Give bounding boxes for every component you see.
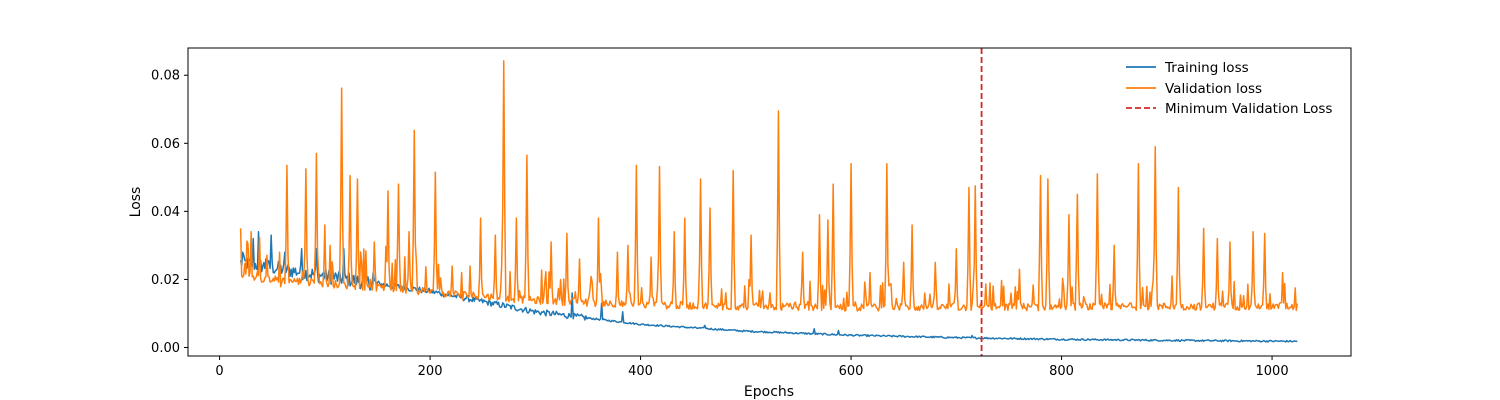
plot-frame bbox=[187, 47, 1352, 357]
x-tick-label: 600 bbox=[839, 364, 864, 379]
y-tick-label: 0.04 bbox=[151, 205, 180, 220]
x-tick-label: 800 bbox=[1049, 364, 1074, 379]
x-tick-label: 0 bbox=[215, 364, 223, 379]
x-tick-label: 1000 bbox=[1256, 364, 1289, 379]
y-axis-label: Loss bbox=[128, 187, 144, 218]
legend: Training loss Validation loss Minimum Va… bbox=[1126, 60, 1332, 117]
x-axis-label: Epochs bbox=[744, 384, 794, 400]
y-tick-label: 0.06 bbox=[151, 137, 180, 152]
y-tick-label: 0.08 bbox=[151, 69, 180, 84]
legend-label-validation-loss: Validation loss bbox=[1165, 81, 1262, 97]
x-axis: 0 200 400 600 800 1000 bbox=[215, 356, 1289, 379]
x-tick-label: 400 bbox=[628, 364, 653, 379]
legend-label-min-val-loss: Minimum Validation Loss bbox=[1165, 101, 1332, 117]
plot-lines bbox=[239, 48, 1299, 356]
y-tick-label: 0.00 bbox=[151, 341, 180, 356]
y-axis: 0.00 0.02 0.04 0.06 0.08 bbox=[151, 69, 188, 356]
legend-label-training-loss: Training loss bbox=[1164, 60, 1249, 76]
x-tick-label: 200 bbox=[418, 364, 443, 379]
series-line-validation-loss bbox=[239, 60, 1299, 312]
y-tick-label: 0.02 bbox=[151, 273, 180, 288]
